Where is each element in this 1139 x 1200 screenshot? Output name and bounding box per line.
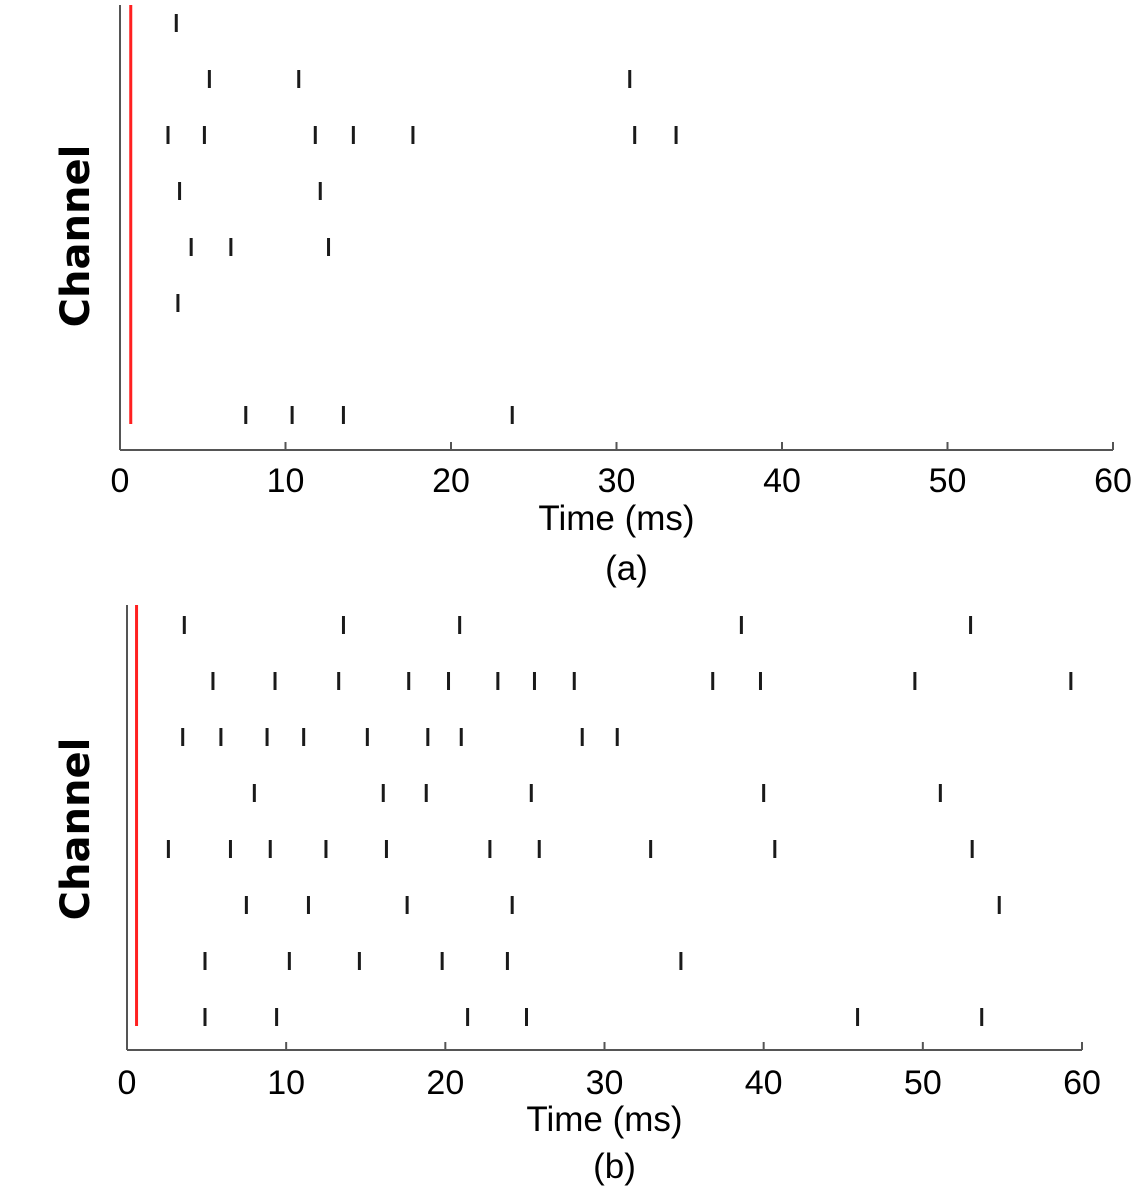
y-axis-title: Channel	[53, 738, 99, 921]
x-axis-title: Time (ms)	[526, 1100, 682, 1139]
x-tick-label: 50	[929, 462, 967, 500]
x-tick-label: 60	[1094, 462, 1132, 500]
x-tick-label: 10	[267, 1064, 305, 1102]
x-tick-label: 40	[763, 462, 801, 500]
x-tick-label: 10	[267, 462, 305, 500]
x-tick-label: 30	[598, 462, 636, 500]
x-tick-label: 20	[432, 462, 470, 500]
x-tick-label: 0	[118, 1064, 137, 1102]
x-axis-title: Time (ms)	[538, 499, 694, 538]
y-axis-title: Channel	[53, 145, 99, 328]
panel-caption: (b)	[593, 1147, 636, 1186]
x-tick-label: 40	[745, 1064, 783, 1102]
x-tick-label: 0	[111, 462, 130, 500]
x-tick-label: 60	[1063, 1064, 1101, 1102]
x-tick-label: 20	[426, 1064, 464, 1102]
panel-caption: (a)	[605, 549, 648, 588]
x-tick-label: 30	[586, 1064, 624, 1102]
x-tick-label: 50	[904, 1064, 942, 1102]
